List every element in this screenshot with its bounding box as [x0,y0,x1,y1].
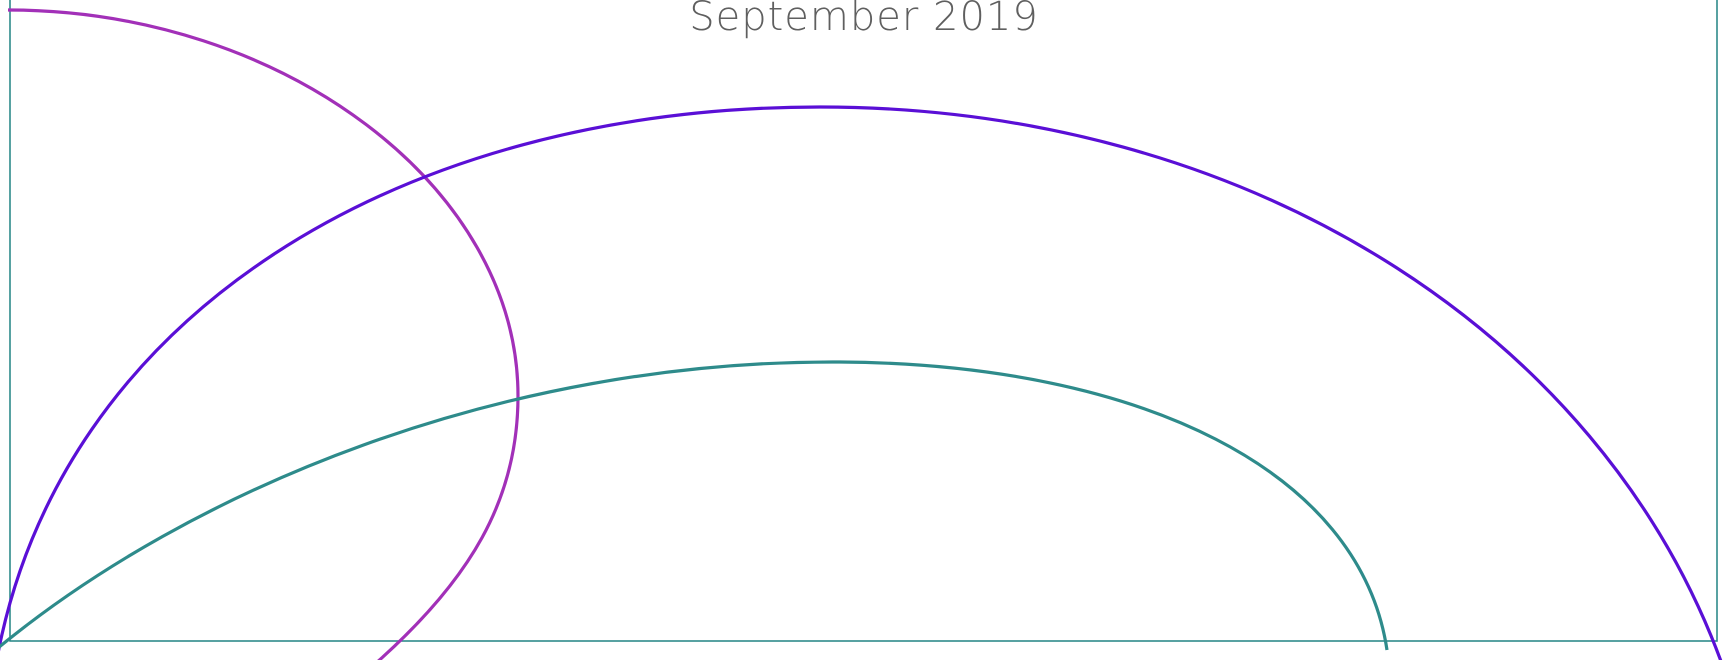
violet-arc [0,105,1723,660]
magenta-arc [7,8,520,660]
frame-border [9,0,1718,642]
teal-arc [0,360,1389,651]
date-label: September 2019 [689,0,1039,40]
